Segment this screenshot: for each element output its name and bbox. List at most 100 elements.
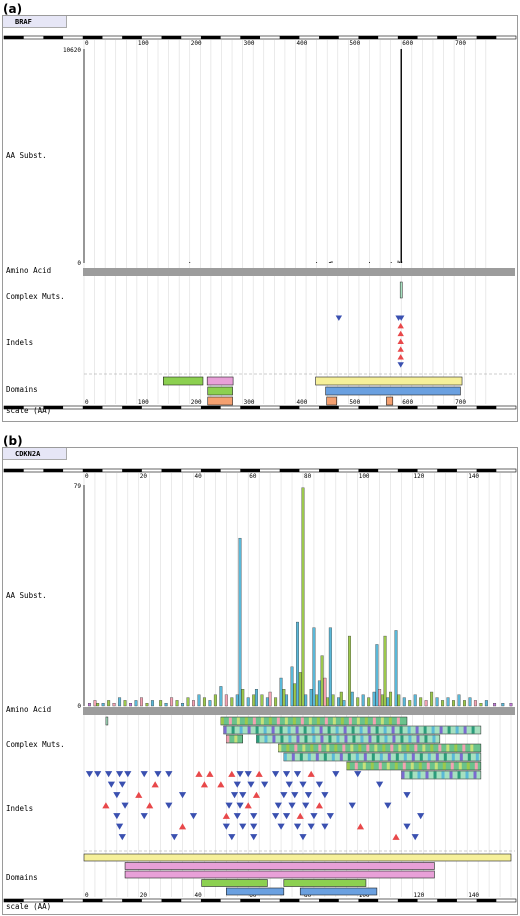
top-scale-segment xyxy=(358,469,379,472)
deletion-marker xyxy=(115,823,124,830)
bottom-scale-segment xyxy=(122,406,142,409)
complex-mutation-stripe xyxy=(362,762,366,770)
complex-mutation-stripe xyxy=(398,744,402,752)
bottom-scale-segment xyxy=(240,406,260,409)
complex-mutation-stripe xyxy=(446,744,450,752)
substitution-bar xyxy=(309,689,313,707)
deletion-marker xyxy=(397,362,404,368)
substitution-bar xyxy=(397,694,401,707)
substitution-bar xyxy=(260,694,264,707)
deletion-marker xyxy=(398,315,405,321)
complex-mutation-stripe xyxy=(252,717,256,725)
bottom-scale-segment xyxy=(43,899,64,902)
insertion-marker xyxy=(397,338,404,344)
complex-mutation-stripe xyxy=(463,726,467,734)
deletion-marker xyxy=(288,802,296,809)
bottom-scale-segment xyxy=(358,899,379,902)
deletion-marker xyxy=(376,781,384,788)
complex-mutation-stripe xyxy=(422,744,426,752)
top-scale-segment xyxy=(43,36,64,39)
deletion-marker xyxy=(140,771,148,778)
complex-mutation-stripe xyxy=(346,762,350,770)
complex-mutation-stripe xyxy=(455,726,459,734)
gene-tab-braf[interactable]: BRAF xyxy=(3,16,67,28)
complex-mutation-stripe xyxy=(430,744,434,752)
substitution-bar xyxy=(246,697,250,707)
x-tick-label-bottom: 60 xyxy=(249,892,257,899)
complex-mutation-stripe xyxy=(374,744,378,752)
deletion-marker xyxy=(250,823,258,830)
complex-mutation-stripe xyxy=(351,726,355,734)
gene-tab-cdkn2a[interactable]: CDKN2A xyxy=(3,448,67,460)
top-scale-segment xyxy=(319,469,339,472)
substitution-bar xyxy=(279,677,283,707)
complex-mutation-stripe xyxy=(286,744,290,752)
x-tick-label-top: 400 xyxy=(296,40,307,47)
insertion-marker xyxy=(151,781,159,788)
substitution-bar xyxy=(331,694,335,707)
deletion-marker xyxy=(304,792,313,799)
substitution-bar xyxy=(145,703,149,707)
deletion-marker xyxy=(107,781,115,788)
complex-mutation-stripe xyxy=(372,717,376,725)
x-tick-label-bottom: 300 xyxy=(244,399,255,406)
substitution-bar xyxy=(150,700,154,707)
bottom-scale-segment xyxy=(82,899,103,902)
top-scale-segment xyxy=(4,469,24,472)
deletion-marker xyxy=(261,781,269,788)
substitution-bar xyxy=(317,680,321,707)
domain-box xyxy=(283,879,367,887)
complex-mutation-stripe xyxy=(376,735,380,743)
insertion-marker xyxy=(146,802,154,809)
substitution-bar xyxy=(315,694,319,707)
deletion-marker xyxy=(236,802,244,809)
substitution-bar xyxy=(430,691,434,707)
complex-mutation-stripe xyxy=(401,771,405,779)
complex-mutation-stripe xyxy=(459,753,463,761)
substitution-bar xyxy=(202,697,206,707)
x-tick-label-top: 300 xyxy=(244,40,255,47)
complex-mutation-stripe xyxy=(294,744,298,752)
substitution-bar xyxy=(186,697,190,707)
complex-mutation-stripe xyxy=(450,762,454,770)
complex-mutation-stripe xyxy=(391,726,395,734)
deletion-marker xyxy=(239,823,247,830)
row-label-amino-acid: Amino Acid xyxy=(6,705,51,714)
deletion-marker xyxy=(277,823,285,830)
bottom-scale-segment xyxy=(122,899,142,902)
deletion-marker xyxy=(85,771,94,778)
complex-mutation-stripe xyxy=(427,753,431,761)
deletion-marker xyxy=(280,792,288,799)
deletion-marker xyxy=(228,834,236,841)
deletion-marker xyxy=(326,813,334,820)
complex-mutation-stripe xyxy=(474,762,478,770)
deletion-marker xyxy=(189,813,198,820)
bottom-scale-segment xyxy=(476,406,497,409)
deletion-marker xyxy=(302,802,310,809)
row-label-aa-subst: AA Subst. xyxy=(6,151,47,160)
substitution-bar xyxy=(96,703,100,707)
top-scale-segment xyxy=(397,469,418,472)
deletion-marker xyxy=(244,771,252,778)
row-label-scale: scale (AA) xyxy=(6,406,51,415)
bottom-scale-segment xyxy=(43,406,64,409)
insertion-marker xyxy=(315,802,323,809)
complex-mutation-stripe xyxy=(292,717,296,725)
complex-mutation-stripe xyxy=(271,726,275,734)
substitution-bar xyxy=(479,703,483,707)
substitution-bar xyxy=(328,627,332,707)
substitution-bar xyxy=(350,691,354,707)
complex-mutation-stripe xyxy=(451,753,455,761)
substitution-bar xyxy=(484,700,488,707)
x-tick-label-top: 100 xyxy=(138,40,149,47)
bottom-scale-segment xyxy=(397,406,418,409)
x-tick-label-top: 500 xyxy=(349,40,360,47)
domain-box xyxy=(226,887,285,896)
substitution-bar xyxy=(386,697,390,707)
complex-mutation-stripe xyxy=(399,726,403,734)
complex-mutation-stripe xyxy=(390,744,394,752)
substitution-bar xyxy=(509,703,513,707)
substitution-bar xyxy=(175,700,179,707)
row-label-aa-subst: AA Subst. xyxy=(6,591,47,600)
row-label-domains: Domains xyxy=(6,385,38,394)
